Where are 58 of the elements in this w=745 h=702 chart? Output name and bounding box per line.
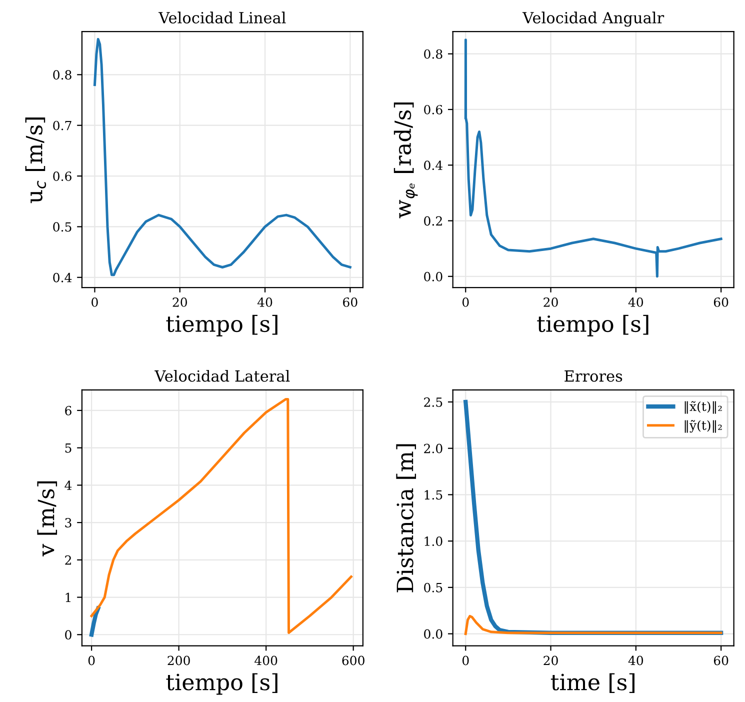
y-tick-label: 1.0	[424, 536, 442, 546]
x-tick-label: 400	[254, 656, 278, 666]
x-tick-label: 60	[343, 297, 358, 307]
y-tick-label: 0.6	[424, 104, 442, 114]
line-series	[89, 606, 100, 637]
line-series	[90, 398, 352, 634]
y-tick-label: 0.2	[424, 216, 442, 226]
y-tick-label: 0.7	[53, 120, 72, 130]
x-tick-label: 20	[172, 297, 187, 307]
y-tick-label: 3	[65, 518, 72, 528]
x-tick-label: 20	[544, 656, 558, 666]
y-tick-label: 0.8	[53, 70, 72, 80]
y-axis-title: w$_{φₑ}$ [rad/s]	[394, 102, 418, 218]
y-tick-label: 0.4	[53, 272, 72, 282]
y-tick-label: 4	[64, 480, 72, 490]
x-tick-label: 60	[714, 297, 728, 307]
x-tick-label: 40	[628, 656, 644, 666]
x-tick-label: 0	[88, 656, 95, 666]
y-tick-label: 2.0	[424, 444, 442, 454]
y-tick-label: 0.5	[53, 222, 72, 232]
x-tick-label: 60	[714, 656, 728, 666]
y-axis-title: v [m/s]	[37, 481, 58, 556]
chart-title: Velocidad Lineal	[158, 12, 286, 24]
x-tick-label: 0	[92, 297, 98, 307]
x-tick-label: 0	[462, 297, 469, 307]
y-axis-title: Distancia [m]	[396, 444, 416, 592]
y-tick-label: 0.8	[424, 49, 442, 59]
x-axis-title: tiempo [s]	[537, 314, 648, 336]
line-series	[464, 614, 722, 636]
y-tick-label: 1.5	[424, 490, 442, 500]
x-tick-label: 0	[462, 656, 469, 666]
line-series	[464, 38, 722, 278]
y-tick-label: 0.5	[424, 582, 442, 592]
line-series	[93, 38, 352, 276]
x-tick-label: 600	[342, 656, 364, 666]
chart-title: Errores	[564, 370, 622, 382]
y-tick-label: 2	[65, 555, 71, 565]
chart-title: Velocidad Lateral	[154, 370, 290, 382]
legend-label: ‖x̃(t)‖₂	[684, 401, 722, 414]
y-tick-label: 0.6	[53, 172, 72, 181]
x-axis-title: tiempo [s]	[166, 673, 278, 695]
y-tick-label: 2.5	[424, 397, 442, 407]
chart-title: Velocidad Angualr	[522, 12, 664, 27]
x-tick-label: 40	[628, 297, 644, 307]
legend-label: ‖ỹ(t)‖₂	[684, 420, 722, 433]
y-tick-label: 6	[65, 406, 72, 416]
y-tick-label: 5	[65, 443, 72, 453]
y-tick-label: 0.0	[424, 272, 442, 282]
x-tick-label: 200	[168, 656, 190, 666]
x-axis-title: tiempo [s]	[166, 314, 278, 336]
x-tick-label: 40	[257, 297, 272, 307]
y-tick-label: 0.0	[424, 629, 442, 639]
x-tick-label: 20	[544, 297, 558, 307]
y-tick-label: 1	[66, 592, 70, 602]
y-axis-title: u$_{c}$ [m/s]	[25, 118, 46, 204]
y-tick-label: 0	[65, 630, 72, 640]
x-axis-title: time [s]	[550, 673, 634, 694]
y-tick-label: 0.4	[424, 160, 442, 170]
